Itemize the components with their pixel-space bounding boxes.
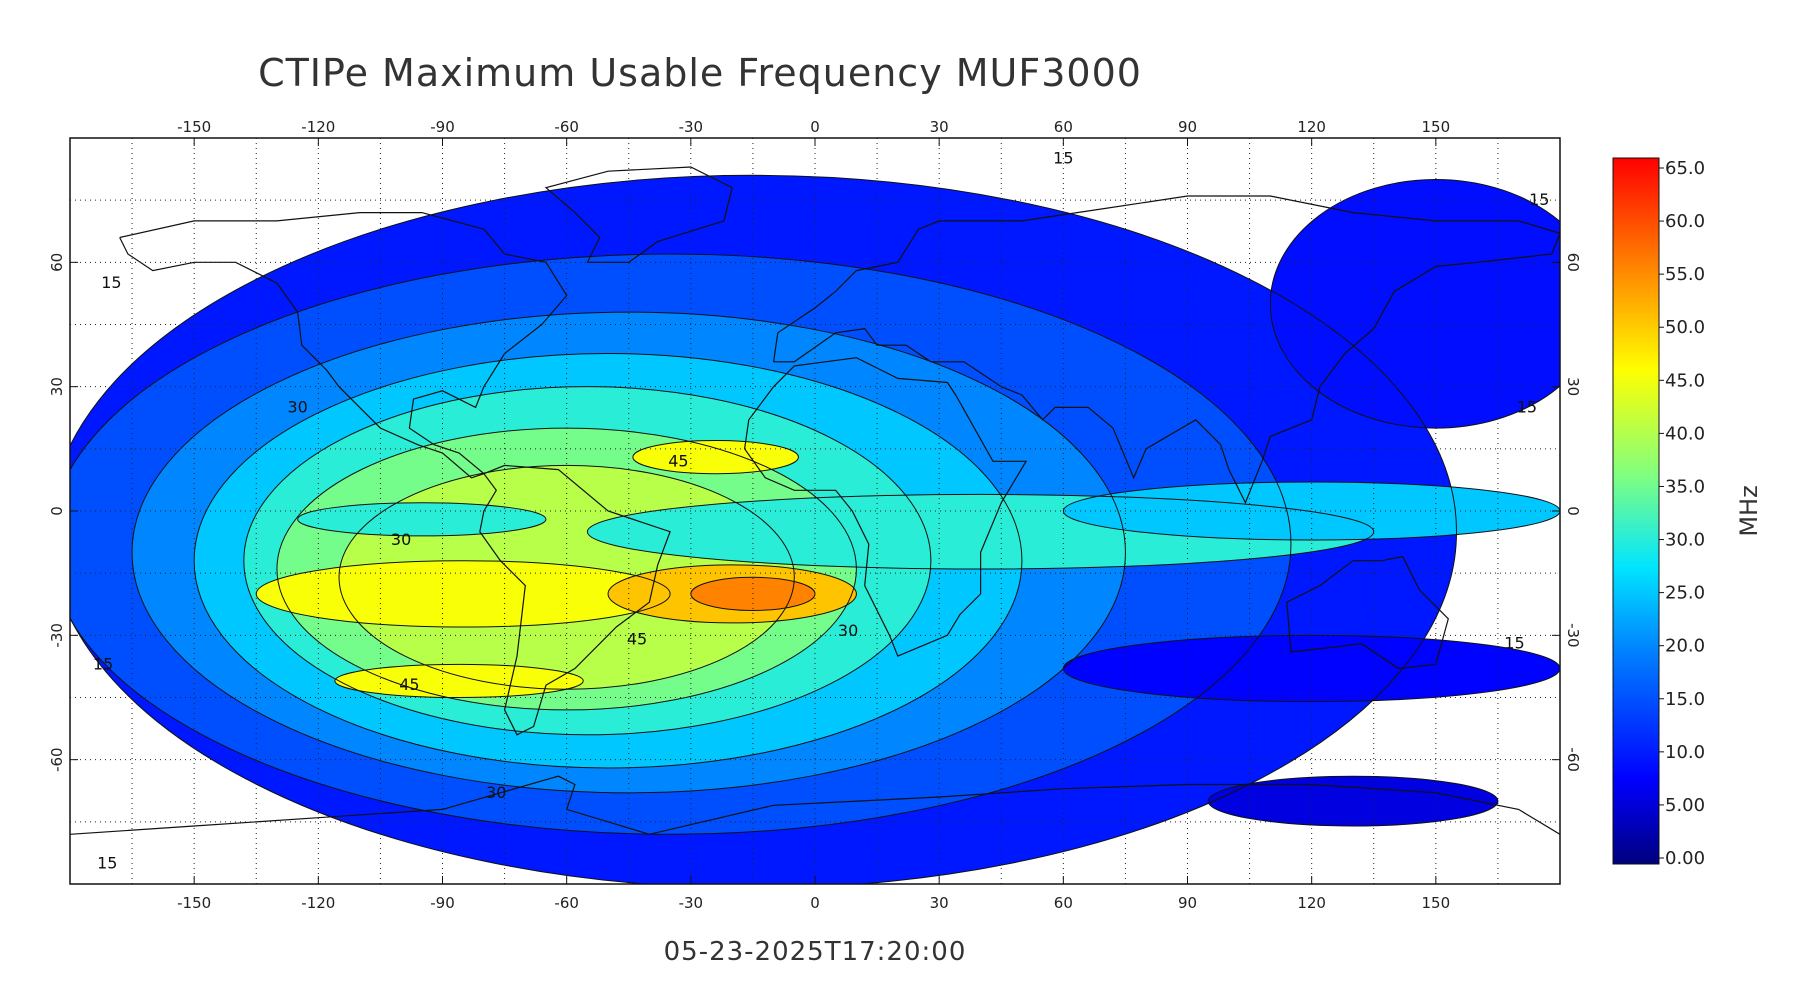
x-tick-label-top: 30 xyxy=(930,118,949,136)
x-tick-label-bottom: -120 xyxy=(301,894,335,912)
x-tick-label-bottom: -150 xyxy=(177,894,211,912)
contour-labels: 15 15 15 30 15 45 30 45 30 45 15 15 30 15 xyxy=(93,149,1550,873)
longitude-axis: -150 -150 -120 -120 -90 -90 -60 -60 -30 -30 0 0 30 30… xyxy=(177,118,1450,912)
contour-label: 30 xyxy=(838,621,858,640)
colorbar-tick-label: 5.00 xyxy=(1665,795,1705,816)
x-tick-label-top: -150 xyxy=(177,118,211,136)
x-tick-label-bottom: -30 xyxy=(679,894,704,912)
coastline-north-america xyxy=(119,212,568,479)
y-tick-label-right: 0 xyxy=(1564,506,1582,516)
x-tick-label-top: 120 xyxy=(1297,118,1326,136)
timestamp: 05-23-2025T17:20:00 xyxy=(664,937,967,967)
contour-label: 15 xyxy=(1504,634,1524,653)
contour-label: 45 xyxy=(627,629,647,648)
coastline-south-america xyxy=(479,464,671,736)
y-tick-label-left: 60 xyxy=(48,253,66,272)
x-tick-label-bottom: 90 xyxy=(1178,894,1197,912)
contour-label: 30 xyxy=(391,530,411,549)
coastline-greenland xyxy=(544,166,733,263)
muf-contour-lines xyxy=(70,174,1560,884)
colorbar-tick-label: 0.00 xyxy=(1665,848,1705,869)
coastline-australia xyxy=(1286,555,1449,670)
y-tick-label-left: -30 xyxy=(48,623,66,648)
contour-line xyxy=(70,253,1292,835)
y-tick-label-right: 30 xyxy=(1564,377,1582,396)
contour-label: 15 xyxy=(101,273,121,292)
x-tick-label-bottom: -60 xyxy=(554,894,579,912)
contour-line xyxy=(1207,775,1499,827)
y-tick-label-left: -60 xyxy=(48,747,66,772)
contour-label: 45 xyxy=(399,675,419,694)
colorbar-tick-label: 35.0 xyxy=(1665,476,1705,497)
contour-label: 45 xyxy=(668,451,688,470)
colorbar-tick-label: 25.0 xyxy=(1665,583,1705,604)
contour-line xyxy=(70,174,1457,884)
x-tick-label-top: -30 xyxy=(679,118,704,136)
colorbar-tick-label: 45.0 xyxy=(1665,370,1705,391)
y-tick-label-right: 60 xyxy=(1564,253,1582,272)
contour-label: 15 xyxy=(1517,397,1537,416)
contour-label: 30 xyxy=(287,397,307,416)
contour-label: 15 xyxy=(93,654,113,673)
colorbar-ticks: 65.0 60.0 55.0 50.0 45.0 40.0 35.0 30.0 25.0 20.0… xyxy=(1659,158,1705,869)
x-tick-label-bottom: 30 xyxy=(930,894,949,912)
y-tick-label-left: 0 xyxy=(48,506,66,516)
x-tick-label-bottom: 0 xyxy=(810,894,820,912)
colorbar-tick-label: 60.0 xyxy=(1665,211,1705,232)
x-tick-label-top: -60 xyxy=(554,118,579,136)
contour-band xyxy=(1208,776,1498,826)
contour-label: 15 xyxy=(97,853,117,872)
colorbar-unit-label: MHz xyxy=(1735,485,1763,536)
x-tick-label-top: -90 xyxy=(430,118,455,136)
x-tick-label-bottom: -90 xyxy=(430,894,455,912)
colorbar-tick-label: 65.0 xyxy=(1665,158,1705,179)
colorbar xyxy=(1612,157,1660,865)
latitude-axis: 60 60 30 30 0 0 -30 -30 -60 -60 xyxy=(48,253,1582,772)
contour-line xyxy=(334,663,584,699)
x-tick-label-top: 150 xyxy=(1422,118,1451,136)
x-tick-label-top: 90 xyxy=(1178,118,1197,136)
y-tick-label-left: 30 xyxy=(48,377,66,396)
x-tick-label-bottom: 60 xyxy=(1054,894,1073,912)
x-tick-label-top: 60 xyxy=(1054,118,1073,136)
contour-line xyxy=(243,386,932,736)
x-tick-label-top: -120 xyxy=(301,118,335,136)
lat-lon-grid xyxy=(70,138,1560,884)
colorbar-tick-label: 50.0 xyxy=(1665,317,1705,338)
colorbar-tick-label: 15.0 xyxy=(1665,689,1705,710)
contour-label: 15 xyxy=(1053,149,1073,168)
x-tick-label-top: 0 xyxy=(810,118,820,136)
colorbar-tick-label: 10.0 xyxy=(1665,742,1705,763)
contour-band xyxy=(256,560,671,628)
y-tick-label-right: -30 xyxy=(1564,623,1582,648)
colorbar-tick-label: 20.0 xyxy=(1665,636,1705,657)
coastline-europe-asia xyxy=(773,195,1560,505)
contour-line xyxy=(131,311,1126,794)
contour-band xyxy=(1270,179,1560,429)
chart-title: CTIPe Maximum Usable Frequency MUF3000 xyxy=(258,51,1142,95)
contour-label: 30 xyxy=(486,783,506,802)
contour-line xyxy=(193,353,1023,769)
contour-line xyxy=(297,502,547,537)
colorbar-tick-label: 30.0 xyxy=(1665,530,1705,551)
contour-label: 15 xyxy=(1529,190,1549,209)
x-tick-label-bottom: 120 xyxy=(1297,894,1326,912)
colorbar-tick-label: 55.0 xyxy=(1665,264,1705,285)
muf-contour-bands xyxy=(70,175,1560,884)
colorbar-tick-label: 40.0 xyxy=(1665,423,1705,444)
y-tick-label-right: -60 xyxy=(1564,747,1582,772)
x-tick-label-bottom: 150 xyxy=(1422,894,1451,912)
contour-line xyxy=(607,564,857,624)
contour-line xyxy=(632,440,799,475)
contour-band xyxy=(334,664,584,698)
